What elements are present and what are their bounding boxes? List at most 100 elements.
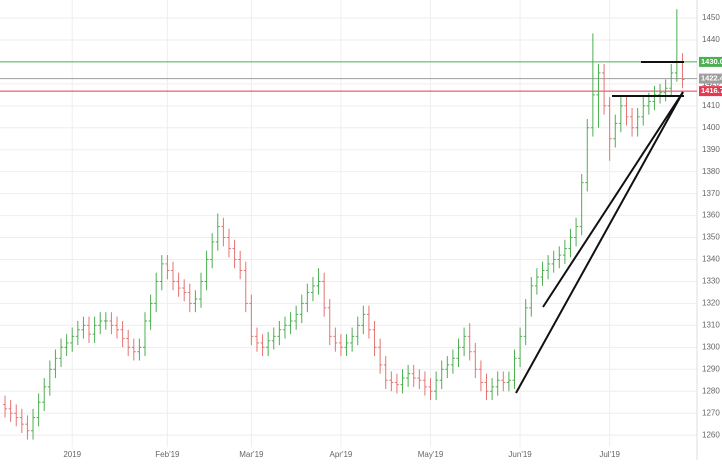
ohlc-bar (215, 213, 220, 251)
ohlc-bar (406, 364, 411, 387)
ohlc-bar (36, 393, 41, 427)
ohlc-bar (658, 83, 663, 104)
ohlc-bar (249, 294, 254, 346)
ohlc-bar (254, 327, 259, 352)
y-tick-label: 1400 (702, 123, 720, 132)
ohlc-bar (400, 369, 405, 394)
ohlc-bar (355, 316, 360, 346)
ohlc-bar (652, 86, 657, 111)
ohlc-bar (266, 331, 271, 357)
ohlc-bar (372, 320, 377, 357)
ohlc-bar (92, 316, 97, 343)
ohlc-bar (512, 349, 517, 390)
ohlc-bar (434, 371, 439, 401)
y-tick-label: 1380 (702, 167, 720, 176)
bars (3, 9, 685, 440)
ohlc-bar (3, 395, 8, 418)
trendline (515, 91, 684, 394)
ohlc-bar (562, 239, 567, 264)
ohlc-bar (361, 305, 366, 335)
ohlc-bar (596, 64, 601, 128)
y-tick-label: 1450 (702, 13, 720, 22)
ohlc-bar (131, 338, 136, 361)
ohlc-bar (618, 97, 623, 133)
ohlc-bar (271, 327, 276, 350)
ohlc-bar (170, 261, 175, 291)
ohlc-bar (551, 250, 556, 273)
ohlc-bar (411, 364, 416, 387)
ohlc-bar (529, 277, 534, 317)
ohlc-bar (624, 97, 629, 126)
ohlc-bar (333, 327, 338, 352)
ohlc-bar (31, 408, 36, 440)
ohlc-bar (226, 228, 231, 258)
ohlc-bar (501, 371, 506, 392)
y-tick-label: 1330 (702, 277, 720, 286)
ohlc-bar (75, 320, 80, 346)
ohlc-bar (366, 305, 371, 339)
ohlc-bar (210, 233, 215, 269)
ohlc-bar (260, 334, 265, 357)
ohlc-bar (490, 378, 495, 401)
ohlc-bar (305, 283, 310, 313)
x-tick-label: May'19 (418, 450, 444, 459)
ohlc-bar (478, 360, 483, 392)
ohlc-bar (585, 118, 590, 192)
ohlc-bar (484, 373, 489, 401)
grid (0, 0, 698, 460)
x-tick-label: 2019 (63, 450, 81, 459)
ohlc-bar (288, 312, 293, 335)
ohlc-bar (299, 294, 304, 324)
ohlc-bar (540, 261, 545, 286)
ohlc-bar (243, 261, 248, 313)
ohlc-bar (154, 272, 159, 313)
ohlc-bar (64, 334, 69, 357)
ohlc-bar (8, 400, 13, 422)
y-tick-label: 1440 (702, 35, 720, 44)
ohlc-bar (495, 371, 500, 396)
ohlc-bar (142, 312, 147, 357)
ohlc-bar (81, 316, 86, 339)
ohlc-bar (439, 360, 444, 390)
ohlc-bar (635, 108, 640, 137)
ohlc-bar (534, 268, 539, 295)
y-tick-label: 1270 (702, 408, 720, 417)
price-label-box (699, 56, 722, 67)
ohlc-bar (389, 371, 394, 392)
ohlc-bar (165, 255, 170, 280)
ohlc-bar (204, 250, 209, 291)
ohlc-bar (103, 312, 108, 330)
ohlc-bar (641, 97, 646, 126)
ohlc-bar (137, 338, 142, 361)
ohlc-bar (557, 246, 562, 269)
ohlc-bar (187, 283, 192, 313)
y-tick-label: 1260 (702, 430, 720, 439)
ohlc-bar (350, 327, 355, 352)
ohlc-bar (344, 334, 349, 357)
x-tick-label: Feb'19 (155, 450, 180, 459)
price-label: 1416.7 (701, 86, 722, 95)
y-tick-label: 1360 (702, 211, 720, 220)
ohlc-bar (327, 299, 332, 346)
ohlc-bar (316, 268, 321, 295)
ohlc-bar (669, 64, 674, 98)
trendline (542, 91, 684, 308)
labels: 1260 1270 1280 1290 1300 1310 1320 1330 1340 1350… (63, 13, 722, 459)
y-tick-label: 1350 (702, 233, 720, 242)
trendlines (515, 61, 684, 394)
ohlc-bar (663, 79, 668, 102)
ohlc-bar (42, 378, 47, 411)
ohlc-bar (450, 349, 455, 374)
x-tick-label: Jul'19 (599, 450, 620, 459)
ohlc-bar (607, 97, 612, 161)
price-label: 1430.0 (701, 57, 722, 66)
ohlc-bar (574, 217, 579, 247)
ohlc-bar (506, 371, 511, 392)
ohlc-bar (546, 255, 551, 280)
ohlc-bar (25, 415, 30, 440)
ohlc-bar (383, 356, 388, 390)
ohlc-bar (148, 294, 153, 330)
price-label: 1422.4 (701, 74, 722, 83)
ohlc-bar (193, 290, 198, 313)
